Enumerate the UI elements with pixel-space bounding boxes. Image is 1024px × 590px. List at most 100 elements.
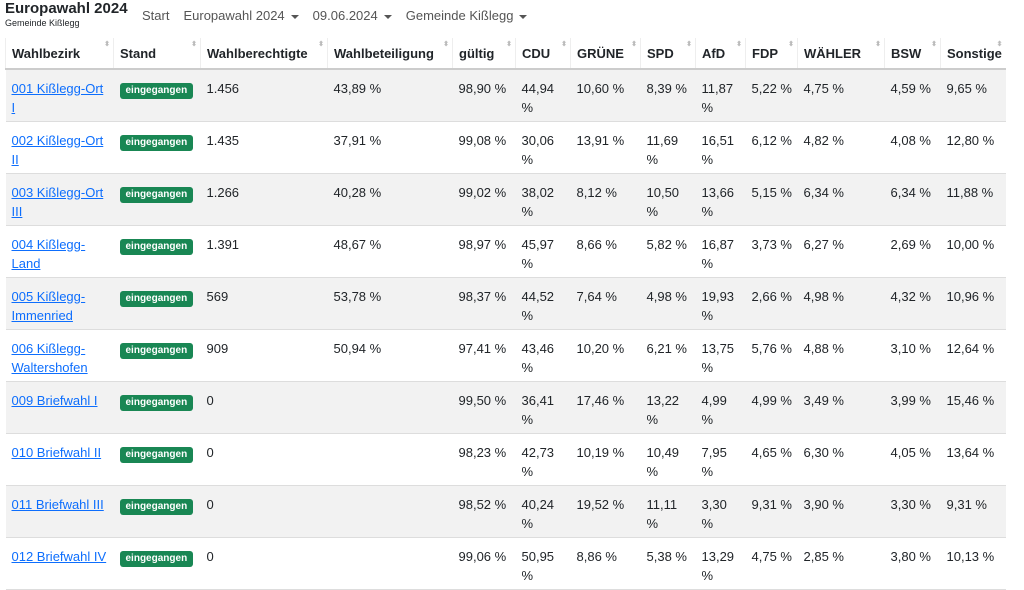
nav-dropdown[interactable]: Europawahl 2024 [183,8,298,23]
column-header[interactable]: gültig [452,38,516,70]
table-cell: 4,08 % [884,121,941,174]
table-cell: 42,73 % [515,433,571,486]
table-cell: 17,46 % [570,381,641,434]
nav-link[interactable]: Start [142,8,170,23]
table-cell: 3,99 % [884,381,941,434]
table-cell: 8,12 % [570,173,641,226]
table-cell: 15,46 % [940,381,1006,434]
subtitle: Gemeinde Kißlegg [5,18,80,28]
table-cell: 9,31 % [940,485,1006,538]
column-header[interactable]: Wahlbeteiligung [327,38,453,70]
table-row: 004 Kißlegg-Land eingegangen 1.391 48,67 % 9… [5,225,1006,278]
table-cell: 6,30 % [797,433,885,486]
table-cell: 1.435 [200,121,328,174]
table-cell: 009 Briefwahl I [5,381,114,434]
district-link[interactable]: 002 Kißlegg-Ort II [11,133,104,167]
table-cell: 012 Briefwahl IV [5,537,114,590]
district-link[interactable]: 011 Briefwahl III [11,497,104,512]
district-link[interactable]: 005 Kißlegg-Immenried [11,289,86,323]
table-cell: 43,46 % [515,329,571,382]
district-link[interactable]: 003 Kißlegg-Ort III [11,185,104,219]
table-cell: 13,29 % [695,537,746,590]
table-cell: 40,24 % [515,485,571,538]
column-header[interactable]: WÄHLER [797,38,885,70]
column-header[interactable]: FDP [745,38,798,70]
district-link[interactable]: 012 Briefwahl IV [11,549,107,564]
table-cell: 1.266 [200,173,328,226]
district-link[interactable]: 009 Briefwahl I [11,393,98,408]
table-cell: 4,88 % [797,329,885,382]
nav-dropdown[interactable]: Gemeinde Kißlegg [406,8,528,23]
table-cell: 005 Kißlegg-Immenried [5,277,114,330]
table-cell: 5,82 % [640,225,696,278]
table-cell: 4,98 % [797,277,885,330]
table-cell: 13,75 % [695,329,746,382]
status-badge: eingegangen [119,83,194,99]
nav-dropdown[interactable]: 09.06.2024 [313,8,392,23]
table-cell: 11,87 % [695,69,746,122]
district-link[interactable]: 006 Kißlegg-Waltershofen [11,341,88,375]
table-cell: 9,31 % [745,485,798,538]
column-header[interactable]: AfD [695,38,746,70]
column-header[interactable]: Wahlberechtigte [200,38,328,70]
table-cell: 5,76 % [745,329,798,382]
table-cell: 6,34 % [797,173,885,226]
table-cell: eingegangen [113,173,201,226]
title: Europawahl 2024 [5,0,128,17]
table-cell: 10,96 % [940,277,1006,330]
table-cell: 99,08 % [452,121,516,174]
table-cell [327,381,453,434]
table-cell: 2,66 % [745,277,798,330]
table-cell: 7,64 % [570,277,641,330]
table-cell: 3,30 % [884,485,941,538]
table-cell: 12,80 % [940,121,1006,174]
column-header[interactable]: SPD [640,38,696,70]
status-badge: eingegangen [119,447,194,463]
table-cell: 99,02 % [452,173,516,226]
table-cell: 4,99 % [745,381,798,434]
table-cell: 2,69 % [884,225,941,278]
top-bar: Europawahl 2024 Gemeinde Kißlegg Start E… [0,0,1024,38]
table-cell: 45,97 % [515,225,571,278]
table-cell: 1.456 [200,69,328,122]
table-cell: 909 [200,329,328,382]
table-cell: eingegangen [113,381,201,434]
column-header[interactable]: GRÜNE [570,38,641,70]
column-header[interactable]: Sonstige [940,38,1006,70]
table-cell: 2,85 % [797,537,885,590]
district-link[interactable]: 001 Kißlegg-Ort I [11,81,104,115]
table-cell: 0 [200,381,328,434]
table-cell: 1.391 [200,225,328,278]
column-header[interactable]: Wahlbezirk [5,38,114,70]
table-cell: 99,50 % [452,381,516,434]
status-badge: eingegangen [119,239,194,255]
district-link[interactable]: 004 Kißlegg-Land [11,237,86,271]
table-cell: 37,91 % [327,121,453,174]
district-link[interactable]: 010 Briefwahl II [11,445,102,460]
table-cell: 43,89 % [327,69,453,122]
column-header[interactable]: CDU [515,38,571,70]
table-cell: 0 [200,485,328,538]
column-header[interactable]: BSW [884,38,941,70]
table-cell: 3,90 % [797,485,885,538]
status-badge: eingegangen [119,291,194,307]
column-header[interactable]: Stand [113,38,201,70]
table-cell: 7,95 % [695,433,746,486]
table-cell: 44,94 % [515,69,571,122]
table-row: 009 Briefwahl I eingegangen 0 99,50 % 36,41 … [5,381,1006,434]
nav: Start Europawahl 2024 09.06.2024 Gemeind… [142,8,527,23]
table-cell: 19,52 % [570,485,641,538]
table-cell: 98,52 % [452,485,516,538]
table-cell: 010 Briefwahl II [5,433,114,486]
table-cell: 11,11 % [640,485,696,538]
table-cell: 6,21 % [640,329,696,382]
table-cell: 6,27 % [797,225,885,278]
table-cell: 001 Kißlegg-Ort I [5,69,114,122]
table-row: 012 Briefwahl IV eingegangen 0 99,06 % 50,95… [5,537,1006,590]
table-cell: 10,13 % [940,537,1006,590]
table-cell: 0 [200,537,328,590]
table-row: 011 Briefwahl III eingegangen 0 98,52 % 40,2… [5,485,1006,538]
table-cell: 48,67 % [327,225,453,278]
table-cell: 4,98 % [640,277,696,330]
table-cell: 38,02 % [515,173,571,226]
